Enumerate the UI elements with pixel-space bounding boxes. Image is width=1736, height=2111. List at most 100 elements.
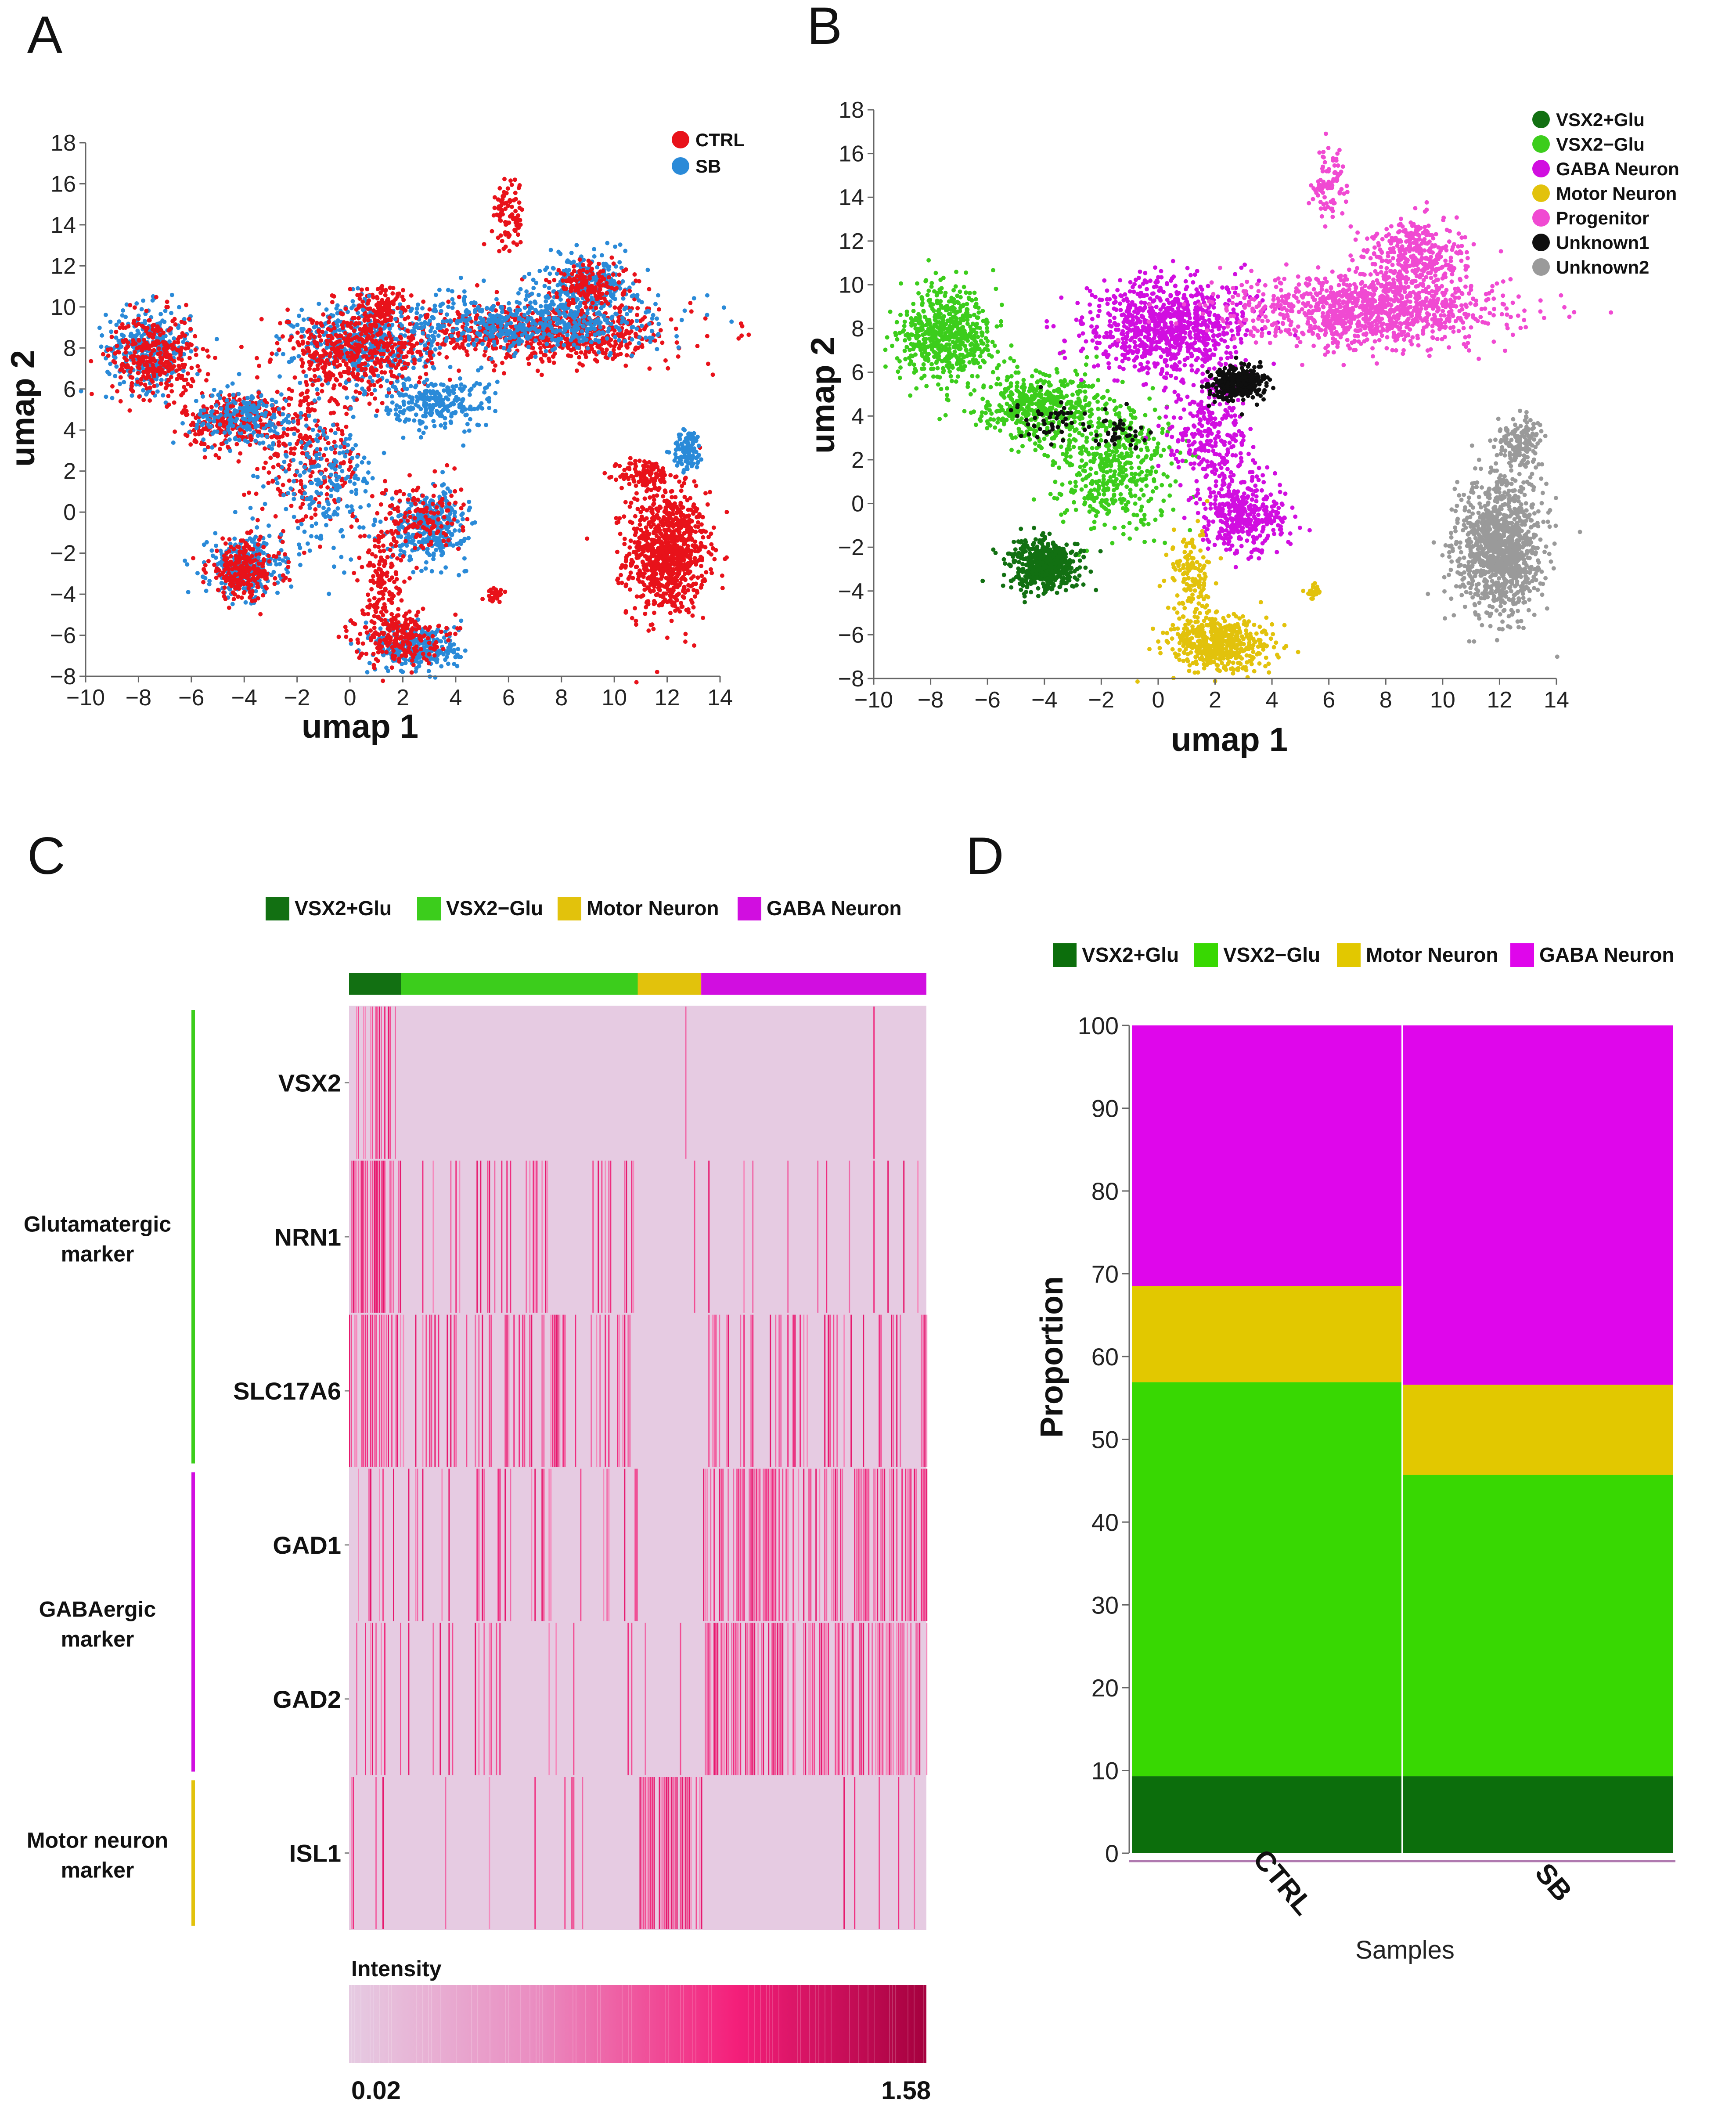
point: [438, 499, 443, 504]
point: [218, 422, 223, 427]
point: [262, 558, 267, 563]
point: [150, 298, 155, 303]
point: [378, 327, 383, 332]
point: [145, 359, 150, 364]
point: [170, 319, 175, 324]
point: [287, 577, 292, 582]
point: [332, 397, 337, 402]
point: [366, 460, 371, 465]
point: [411, 365, 416, 370]
point: [320, 365, 325, 370]
point: [324, 358, 329, 363]
point: [352, 357, 357, 362]
point: [265, 434, 270, 439]
point: [625, 466, 630, 471]
point: [292, 515, 296, 519]
point: [414, 310, 419, 315]
cluster-ctrl: [585, 445, 729, 685]
cluster-sb: [665, 427, 704, 475]
point: [699, 583, 704, 587]
point: [669, 618, 674, 623]
point: [615, 549, 619, 554]
point: [402, 345, 407, 350]
point: [155, 326, 159, 331]
point: [335, 506, 340, 511]
point: [585, 536, 590, 541]
point: [699, 574, 704, 578]
point: [347, 467, 352, 472]
point: [292, 432, 297, 436]
point: [429, 569, 434, 574]
point: [400, 374, 405, 379]
point: [113, 374, 118, 379]
point: [172, 359, 176, 364]
panel-label-a: A: [27, 5, 62, 64]
point: [403, 333, 407, 338]
point: [298, 433, 303, 437]
point: [664, 543, 669, 548]
point: [331, 512, 336, 517]
point: [195, 571, 200, 576]
point: [442, 492, 447, 497]
point: [713, 548, 718, 552]
point: [324, 307, 329, 312]
point: [361, 525, 366, 530]
point: [642, 587, 647, 592]
point: [403, 539, 408, 544]
point: [657, 551, 662, 556]
point: [459, 506, 464, 511]
point: [646, 532, 651, 537]
point: [315, 456, 319, 461]
point: [270, 351, 274, 356]
point: [256, 585, 261, 589]
point: [313, 419, 317, 423]
point: [364, 331, 368, 336]
point: [678, 501, 683, 505]
point: [150, 343, 154, 348]
point: [445, 463, 450, 468]
point: [186, 590, 191, 595]
point: [407, 558, 412, 563]
point: [418, 314, 423, 318]
point: [629, 501, 634, 505]
point: [644, 538, 648, 543]
point: [628, 570, 633, 575]
point: [288, 442, 292, 446]
point: [641, 506, 646, 511]
point: [646, 586, 651, 591]
point: [299, 411, 303, 415]
point: [184, 342, 189, 346]
point: [641, 480, 645, 485]
point: [285, 420, 290, 425]
point: [242, 401, 247, 406]
point: [661, 494, 666, 499]
point: [204, 588, 209, 593]
point: [359, 332, 364, 336]
point: [270, 479, 275, 484]
point: [250, 516, 255, 521]
point: [166, 328, 171, 333]
point: [612, 463, 617, 468]
point: [171, 440, 176, 445]
point: [230, 602, 235, 606]
point: [655, 670, 659, 675]
point: [213, 531, 218, 536]
point: [638, 527, 643, 532]
point: [665, 599, 670, 604]
point: [267, 444, 272, 449]
point: [243, 438, 248, 443]
point: [675, 441, 680, 446]
point: [247, 401, 252, 405]
point: [100, 333, 104, 338]
point: [654, 529, 659, 534]
point: [412, 522, 417, 527]
point: [252, 410, 256, 414]
point: [432, 535, 437, 540]
point: [140, 324, 144, 328]
point: [424, 505, 429, 510]
point: [110, 384, 115, 389]
point: [649, 538, 654, 542]
point: [694, 581, 698, 586]
point: [369, 365, 374, 370]
point: [411, 343, 416, 348]
